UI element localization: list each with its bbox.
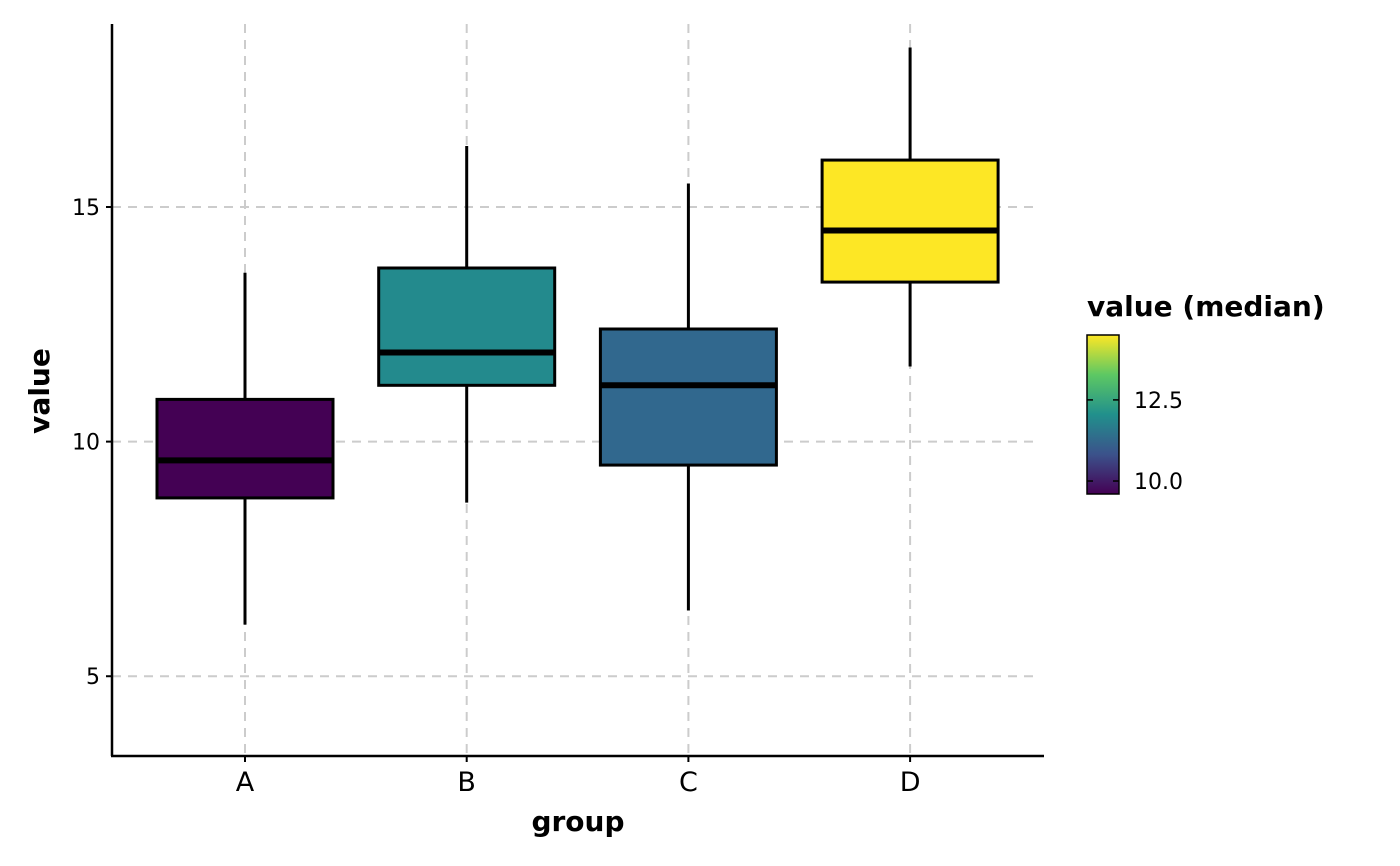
box-body xyxy=(377,266,557,387)
box-a xyxy=(155,272,335,625)
x-tick-label: C xyxy=(679,767,698,798)
box-b xyxy=(377,146,557,503)
box-c xyxy=(598,183,778,611)
box-body xyxy=(155,397,335,500)
legend-tick-label: 10.0 xyxy=(1134,470,1183,495)
y-axis-title: value xyxy=(23,348,56,434)
legend-colorbar xyxy=(1086,334,1120,495)
x-tick-label: A xyxy=(236,767,255,798)
axis-layer xyxy=(110,24,1044,758)
box-layer xyxy=(155,47,1000,625)
y-tick-label: 5 xyxy=(86,665,100,690)
color-legend: value (median) 10.0 12.5 xyxy=(1086,290,1325,495)
y-tick-label: 10 xyxy=(72,431,100,456)
legend-ticks: 10.0 12.5 xyxy=(1087,389,1183,495)
x-tick-label: D xyxy=(900,767,921,798)
tick-layer: 5 10 15 A B C D xyxy=(72,196,920,798)
y-tick-label: 15 xyxy=(72,196,100,221)
legend-tick-label: 12.5 xyxy=(1134,389,1183,414)
box-d xyxy=(820,47,1000,367)
legend-title: value (median) xyxy=(1087,290,1325,323)
grid-layer xyxy=(112,24,1034,756)
x-tick-label: B xyxy=(457,767,476,798)
box-body xyxy=(598,327,778,467)
box-body xyxy=(820,158,1000,284)
x-axis-title: group xyxy=(531,805,624,838)
